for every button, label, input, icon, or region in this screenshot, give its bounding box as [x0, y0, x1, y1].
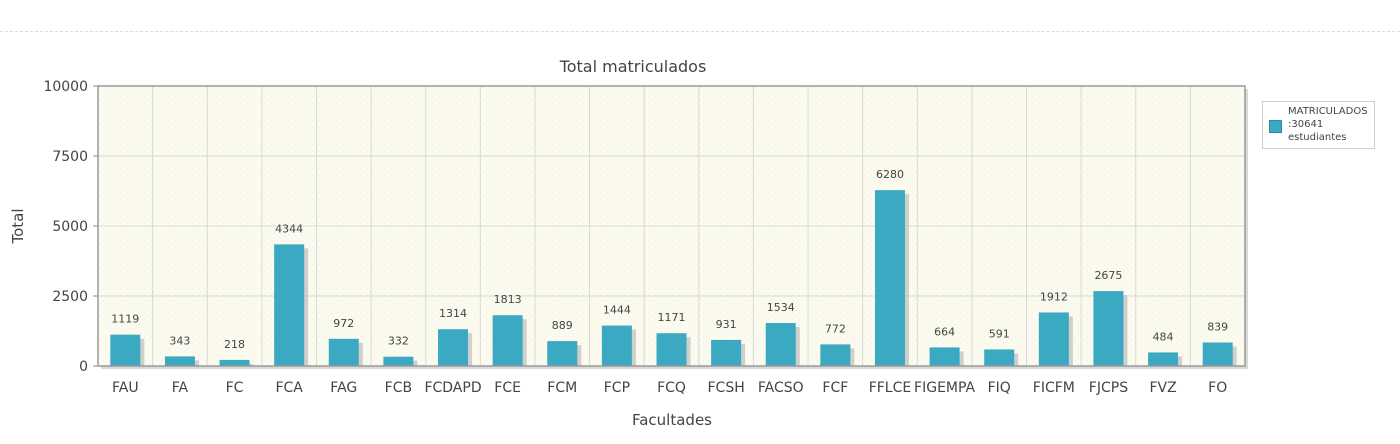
- x-tick-label: FIGEMPA: [914, 380, 976, 396]
- bar: [1202, 342, 1233, 366]
- bar: [601, 325, 632, 366]
- top-divider: [0, 31, 1400, 32]
- data-label: 839: [1207, 321, 1228, 334]
- data-label: 484: [1153, 330, 1174, 343]
- bar: [547, 341, 578, 366]
- y-tick-label: 10000: [43, 79, 88, 95]
- data-label: 6280: [876, 168, 904, 181]
- data-label: 591: [989, 327, 1010, 340]
- x-tick-label: FFLCE: [869, 380, 912, 396]
- bar: [328, 338, 359, 366]
- data-label: 1171: [658, 311, 686, 324]
- data-label: 332: [388, 335, 409, 348]
- bar: [383, 356, 414, 366]
- y-tick-label: 5000: [52, 219, 88, 235]
- bar: [984, 349, 1015, 366]
- bar: [1093, 291, 1124, 366]
- bar: [438, 329, 469, 366]
- x-tick-label: FJCPS: [1089, 380, 1128, 396]
- data-label: 1444: [603, 304, 631, 317]
- bar: [1038, 312, 1069, 366]
- data-label: 343: [169, 334, 190, 347]
- legend-label: MATRICULADOS :30641 estudiantes: [1288, 106, 1368, 143]
- x-tick-label: FCP: [604, 380, 630, 396]
- x-tick-label: FO: [1208, 380, 1227, 396]
- x-tick-label: FCF: [822, 380, 848, 396]
- x-tick-label: FC: [226, 380, 244, 396]
- x-tick-label: FCA: [275, 380, 303, 396]
- data-label: 1813: [494, 293, 522, 306]
- bar: [219, 359, 250, 366]
- y-tick-label: 7500: [52, 149, 88, 165]
- x-tick-label: FAU: [112, 380, 139, 396]
- y-tick-label: 2500: [52, 289, 88, 305]
- bar: [711, 339, 742, 366]
- x-tick-label: FCQ: [657, 380, 686, 396]
- bar: [110, 334, 141, 366]
- bar: [656, 333, 687, 366]
- bar: [164, 356, 195, 366]
- data-label: 972: [333, 317, 354, 330]
- x-tick-label: FA: [172, 380, 189, 396]
- x-tick-label: FCE: [494, 380, 521, 396]
- legend-swatch: [1269, 120, 1282, 133]
- data-label: 4344: [275, 222, 303, 235]
- x-tick-label: FICFM: [1033, 380, 1075, 396]
- data-label: 931: [716, 318, 737, 331]
- x-tick-label: FCB: [385, 380, 412, 396]
- data-label: 1912: [1040, 290, 1068, 303]
- chart-legend: MATRICULADOS :30641 estudiantes: [1262, 101, 1375, 149]
- bar: [929, 347, 960, 366]
- x-tick-label: FCDAPD: [424, 380, 481, 396]
- plot-frame: [97, 85, 1246, 367]
- bar: [820, 344, 851, 366]
- bar: [765, 323, 796, 366]
- data-label: 1314: [439, 307, 467, 320]
- y-axis-title: Total: [9, 208, 27, 244]
- x-tick-label: FCM: [547, 380, 577, 396]
- bar: [1148, 352, 1179, 366]
- x-tick-label: FAG: [330, 380, 357, 396]
- x-tick-label: FACSO: [758, 380, 804, 396]
- x-tick-label: FCSH: [707, 380, 744, 396]
- data-label: 2675: [1094, 269, 1122, 282]
- x-tick-label: FVZ: [1149, 380, 1176, 396]
- x-axis-title: Facultades: [632, 411, 712, 429]
- data-label: 664: [934, 325, 955, 338]
- chart-title: Total matriculados: [559, 57, 707, 76]
- data-label: 1119: [111, 313, 139, 326]
- data-label: 1534: [767, 301, 795, 314]
- bar: [874, 190, 905, 366]
- bar: [274, 244, 305, 366]
- y-tick-label: 0: [79, 359, 88, 375]
- plot-area: 0 2500 5000 7500 10000 1119 FAU 343 FA 218 FC 4344 F…: [43, 79, 1248, 396]
- data-label: 218: [224, 338, 245, 351]
- data-label: 772: [825, 322, 846, 335]
- x-tick-label: FIQ: [988, 380, 1011, 396]
- bar: [492, 315, 523, 366]
- data-label: 889: [552, 319, 573, 332]
